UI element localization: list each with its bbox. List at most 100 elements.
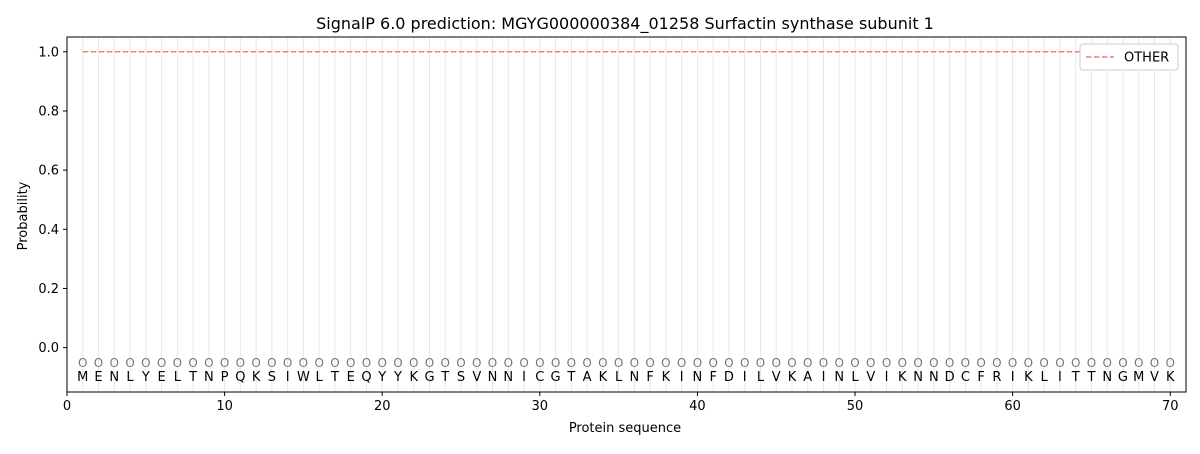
- prediction-label: O: [787, 356, 796, 370]
- residue-label: G: [551, 370, 561, 385]
- prediction-label: O: [330, 356, 339, 370]
- prediction-label: O: [866, 356, 875, 370]
- residue-label: E: [157, 370, 165, 385]
- prediction-label: O: [1166, 356, 1175, 370]
- x-tick-label: 30: [532, 399, 549, 414]
- residue-label: T: [440, 370, 449, 385]
- prediction-label: O: [519, 356, 528, 370]
- prediction-label: O: [898, 356, 907, 370]
- prediction-label: O: [1118, 356, 1127, 370]
- prediction-label: O: [1150, 356, 1159, 370]
- residue-label: V: [472, 370, 481, 385]
- x-tick-label: 60: [1004, 399, 1021, 414]
- prediction-label: O: [236, 356, 245, 370]
- residue-label: I: [522, 370, 526, 385]
- prediction-label: O: [708, 356, 717, 370]
- prediction-label: O: [425, 356, 434, 370]
- residue-label: N: [693, 370, 703, 385]
- prediction-label: O: [882, 356, 891, 370]
- prediction-label: O: [441, 356, 450, 370]
- residue-label: K: [788, 370, 797, 385]
- prediction-label: O: [220, 356, 229, 370]
- residue-label: V: [772, 370, 781, 385]
- grid-layer: [82, 37, 1171, 392]
- residue-label: E: [94, 370, 102, 385]
- residue-label: I: [885, 370, 889, 385]
- residue-label: P: [221, 370, 229, 385]
- prediction-label: O: [125, 356, 134, 370]
- prediction-label: O: [740, 356, 749, 370]
- prediction-label: O: [188, 356, 197, 370]
- legend-box: [1079, 43, 1179, 71]
- residue-label: K: [599, 370, 608, 385]
- prediction-label: O: [157, 356, 166, 370]
- residue-label: E: [347, 370, 355, 385]
- marks-layer: OMOEONOLOYOEOLOTONOPOQOKOSOIOWOLOTOEOQOY…: [77, 51, 1175, 385]
- residue-label: S: [457, 370, 465, 385]
- residue-label: A: [803, 370, 812, 385]
- axes-layer: 0 10 20 30 40 50 60 70 0.0 0.2 0.4 0.6 0.8 1.0: [38, 36, 1187, 414]
- prediction-label: O: [299, 356, 308, 370]
- residue-label: N: [630, 370, 640, 385]
- prediction-label: O: [551, 356, 560, 370]
- x-tick-label: 50: [847, 399, 864, 414]
- residue-label: K: [1166, 370, 1175, 385]
- residue-label: N: [109, 370, 119, 385]
- prediction-label: O: [377, 356, 386, 370]
- residue-label: M: [1133, 370, 1144, 385]
- prediction-label: O: [992, 356, 1001, 370]
- prediction-label: O: [393, 356, 402, 370]
- prediction-label: O: [94, 356, 103, 370]
- prediction-label: O: [314, 356, 323, 370]
- residue-label: L: [316, 370, 324, 385]
- residue-label: I: [743, 370, 747, 385]
- prediction-label: O: [850, 356, 859, 370]
- y-tick-label: 0.2: [38, 282, 59, 297]
- residue-label: N: [913, 370, 923, 385]
- prediction-label: O: [141, 356, 150, 370]
- prediction-label: O: [110, 356, 119, 370]
- prediction-label: O: [645, 356, 654, 370]
- residue-label: I: [286, 370, 290, 385]
- x-axis-label: Protein sequence: [569, 421, 681, 436]
- prediction-label: O: [976, 356, 985, 370]
- residue-label: D: [724, 370, 734, 385]
- x-tick-label: 20: [374, 399, 391, 414]
- residue-label: L: [126, 370, 134, 385]
- residue-label: C: [961, 370, 970, 385]
- residue-label: V: [1150, 370, 1159, 385]
- prediction-label: O: [173, 356, 182, 370]
- prediction-label: O: [283, 356, 292, 370]
- residue-label: I: [1011, 370, 1015, 385]
- prediction-label: O: [78, 356, 87, 370]
- residue-label: T: [566, 370, 575, 385]
- residue-label: F: [977, 370, 984, 385]
- residue-label: L: [757, 370, 765, 385]
- prediction-label: O: [929, 356, 938, 370]
- x-tick-label: 0: [63, 399, 71, 414]
- x-tick-label: 40: [689, 399, 706, 414]
- residue-label: F: [646, 370, 653, 385]
- y-tick-label: 0.0: [38, 341, 59, 356]
- residue-label: Y: [141, 370, 150, 385]
- prediction-label: O: [1008, 356, 1017, 370]
- prediction-label: O: [945, 356, 954, 370]
- prediction-label: O: [819, 356, 828, 370]
- residue-label: L: [851, 370, 859, 385]
- residue-label: R: [992, 370, 1001, 385]
- residue-label: Q: [235, 370, 245, 385]
- legend: OTHER: [1079, 43, 1179, 71]
- prediction-label: O: [409, 356, 418, 370]
- prediction-label: O: [724, 356, 733, 370]
- prediction-label: O: [835, 356, 844, 370]
- residue-label: N: [929, 370, 939, 385]
- residue-label: N: [204, 370, 214, 385]
- prediction-label: O: [961, 356, 970, 370]
- prediction-label: O: [472, 356, 481, 370]
- chart-title: SignalP 6.0 prediction: MGYG000000384_01…: [316, 14, 934, 34]
- x-tick-label: 70: [1162, 399, 1179, 414]
- residue-label: K: [1024, 370, 1033, 385]
- prediction-label: O: [567, 356, 576, 370]
